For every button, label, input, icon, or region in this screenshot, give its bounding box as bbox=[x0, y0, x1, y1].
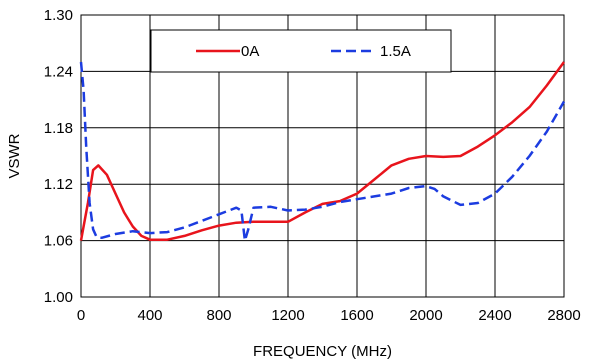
series-line-0a bbox=[79, 61, 566, 241]
x-tick-label: 2800 bbox=[547, 307, 580, 324]
x-tick-label: 400 bbox=[137, 307, 162, 324]
x-tick-labels: 0 400 800 1200 1600 2000 2400 2800 bbox=[77, 307, 581, 324]
series-layer bbox=[79, 61, 566, 242]
x-tick-label: 0 bbox=[77, 307, 85, 324]
legend: 0A 1.5A bbox=[150, 29, 452, 73]
y-tick-label: 1.06 bbox=[44, 233, 73, 250]
y-tick-label: 1.18 bbox=[44, 120, 73, 137]
plot-frame bbox=[80, 14, 565, 298]
series-line-1-5a bbox=[79, 61, 566, 242]
legend-label-0a: 0A bbox=[241, 43, 259, 60]
x-tick-label: 1600 bbox=[340, 307, 373, 324]
legend-label-1-5a: 1.5A bbox=[380, 43, 411, 60]
x-tick-label: 800 bbox=[206, 307, 231, 324]
x-axis-label: FREQUENCY (MHz) bbox=[253, 343, 392, 360]
y-tick-label: 1.12 bbox=[44, 176, 73, 193]
y-tick-label: 1.30 bbox=[44, 7, 73, 24]
x-tick-label: 2000 bbox=[409, 307, 442, 324]
y-tick-label: 1.24 bbox=[44, 63, 73, 80]
x-tick-label: 2400 bbox=[478, 307, 511, 324]
y-axis-label: VSWR bbox=[6, 133, 23, 178]
x-tick-label: 1200 bbox=[271, 307, 304, 324]
y-tick-labels: 1.00 1.06 1.12 1.18 1.24 1.30 bbox=[44, 7, 73, 306]
y-tick-label: 1.00 bbox=[44, 289, 73, 306]
